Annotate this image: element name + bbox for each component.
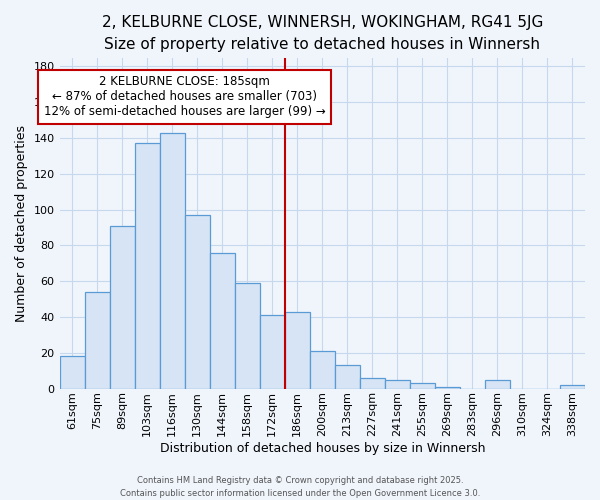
Bar (435, 387, 460, 388)
Bar (285, 312, 310, 388)
Title: 2, KELBURNE CLOSE, WINNERSH, WOKINGHAM, RG41 5JG
Size of property relative to de: 2, KELBURNE CLOSE, WINNERSH, WOKINGHAM, … (101, 15, 543, 52)
Bar (335, 366, 360, 388)
Bar (160, 132, 185, 388)
Bar (59, 356, 85, 388)
Text: 2 KELBURNE CLOSE: 185sqm
← 87% of detached houses are smaller (703)
12% of semi-: 2 KELBURNE CLOSE: 185sqm ← 87% of detach… (44, 76, 326, 118)
Bar (385, 380, 410, 388)
Text: Contains HM Land Registry data © Crown copyright and database right 2025.
Contai: Contains HM Land Registry data © Crown c… (120, 476, 480, 498)
Bar (185, 215, 209, 388)
Bar (410, 383, 435, 388)
Bar (560, 385, 585, 388)
Bar (209, 252, 235, 388)
Y-axis label: Number of detached properties: Number of detached properties (15, 124, 28, 322)
Bar (235, 283, 260, 389)
Bar (360, 378, 385, 388)
X-axis label: Distribution of detached houses by size in Winnersh: Distribution of detached houses by size … (160, 442, 485, 455)
Bar (485, 380, 510, 388)
Bar (134, 144, 160, 388)
Bar (110, 226, 134, 388)
Bar (260, 315, 285, 388)
Bar (85, 292, 110, 388)
Bar (310, 351, 335, 389)
